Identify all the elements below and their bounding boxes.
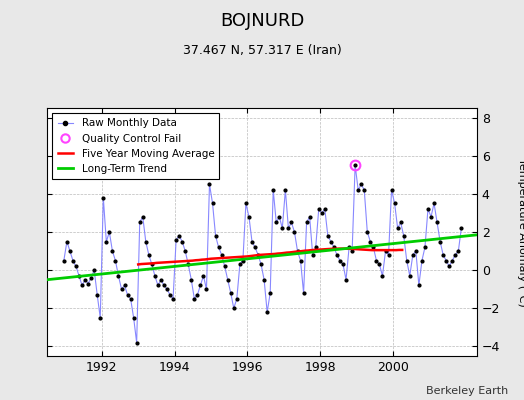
Text: Berkeley Earth: Berkeley Earth [426, 386, 508, 396]
Y-axis label: Temperature Anomaly (°C): Temperature Anomaly (°C) [517, 158, 524, 306]
Legend: Raw Monthly Data, Quality Control Fail, Five Year Moving Average, Long-Term Tren: Raw Monthly Data, Quality Control Fail, … [52, 113, 220, 179]
Text: 37.467 N, 57.317 E (Iran): 37.467 N, 57.317 E (Iran) [183, 44, 341, 57]
Text: BOJNURD: BOJNURD [220, 12, 304, 30]
